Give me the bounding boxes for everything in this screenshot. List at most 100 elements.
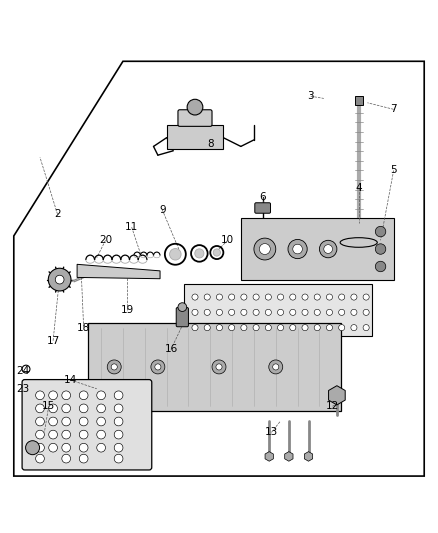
Circle shape	[151, 360, 165, 374]
Circle shape	[375, 244, 386, 254]
Circle shape	[339, 309, 345, 316]
Circle shape	[204, 294, 210, 300]
Circle shape	[290, 325, 296, 330]
Text: 8: 8	[207, 139, 214, 149]
Circle shape	[49, 417, 57, 426]
Text: 3: 3	[307, 91, 314, 101]
Circle shape	[302, 325, 308, 330]
Circle shape	[241, 309, 247, 316]
Circle shape	[288, 239, 307, 259]
Circle shape	[290, 309, 296, 316]
Circle shape	[170, 248, 181, 260]
Circle shape	[212, 360, 226, 374]
Circle shape	[339, 294, 345, 300]
Circle shape	[114, 391, 123, 400]
Circle shape	[79, 391, 88, 400]
Circle shape	[302, 294, 308, 300]
Circle shape	[326, 294, 332, 300]
Text: 18: 18	[77, 322, 90, 333]
Circle shape	[269, 360, 283, 374]
Circle shape	[97, 417, 106, 426]
Circle shape	[314, 325, 320, 330]
Circle shape	[265, 294, 272, 300]
Polygon shape	[14, 61, 424, 476]
Circle shape	[192, 309, 198, 316]
Circle shape	[278, 325, 284, 330]
Circle shape	[254, 238, 276, 260]
FancyBboxPatch shape	[184, 284, 372, 336]
Circle shape	[79, 454, 88, 463]
FancyBboxPatch shape	[355, 96, 363, 105]
Polygon shape	[304, 451, 313, 461]
Circle shape	[107, 360, 121, 374]
Circle shape	[62, 404, 71, 413]
Circle shape	[229, 309, 235, 316]
Circle shape	[97, 404, 106, 413]
Text: 9: 9	[159, 205, 166, 215]
Circle shape	[111, 364, 117, 370]
Circle shape	[351, 325, 357, 330]
Circle shape	[253, 309, 259, 316]
Circle shape	[216, 364, 222, 370]
Circle shape	[351, 294, 357, 300]
Circle shape	[259, 244, 270, 254]
Text: 23: 23	[16, 384, 29, 394]
Text: 11: 11	[125, 222, 138, 232]
FancyBboxPatch shape	[178, 110, 212, 126]
FancyBboxPatch shape	[255, 203, 271, 213]
Text: 10: 10	[221, 235, 234, 245]
FancyBboxPatch shape	[176, 308, 188, 327]
Circle shape	[114, 417, 123, 426]
Text: 14: 14	[64, 375, 77, 385]
Circle shape	[265, 309, 272, 316]
Circle shape	[178, 303, 187, 311]
Circle shape	[363, 309, 369, 316]
Ellipse shape	[340, 238, 377, 247]
Text: 17: 17	[46, 336, 60, 346]
Polygon shape	[285, 451, 293, 461]
Circle shape	[278, 309, 284, 316]
Circle shape	[293, 244, 302, 254]
Circle shape	[204, 309, 210, 316]
Polygon shape	[77, 264, 160, 279]
Circle shape	[229, 294, 235, 300]
Polygon shape	[265, 451, 273, 461]
Circle shape	[351, 309, 357, 316]
Circle shape	[62, 417, 71, 426]
Circle shape	[363, 325, 369, 330]
Circle shape	[25, 441, 39, 455]
Circle shape	[97, 443, 106, 452]
Circle shape	[62, 454, 71, 463]
Circle shape	[339, 325, 345, 330]
Text: 2: 2	[54, 209, 61, 219]
Circle shape	[55, 275, 64, 284]
Circle shape	[253, 325, 259, 330]
Circle shape	[49, 391, 57, 400]
Circle shape	[290, 294, 296, 300]
Circle shape	[62, 391, 71, 400]
Circle shape	[241, 325, 247, 330]
Circle shape	[192, 294, 198, 300]
Circle shape	[314, 294, 320, 300]
Circle shape	[114, 430, 123, 439]
Text: 20: 20	[99, 235, 112, 245]
Circle shape	[155, 364, 161, 370]
Text: 19: 19	[121, 305, 134, 315]
Text: 5: 5	[390, 165, 397, 175]
FancyBboxPatch shape	[241, 219, 394, 280]
Circle shape	[35, 454, 44, 463]
Circle shape	[326, 325, 332, 330]
Circle shape	[302, 309, 308, 316]
Circle shape	[48, 268, 71, 291]
Circle shape	[79, 430, 88, 439]
Circle shape	[229, 325, 235, 330]
Circle shape	[363, 294, 369, 300]
Circle shape	[35, 391, 44, 400]
FancyBboxPatch shape	[88, 323, 341, 410]
Circle shape	[114, 454, 123, 463]
Circle shape	[35, 443, 44, 452]
Circle shape	[216, 294, 223, 300]
Circle shape	[375, 227, 386, 237]
Circle shape	[62, 430, 71, 439]
Text: 15: 15	[42, 401, 55, 411]
